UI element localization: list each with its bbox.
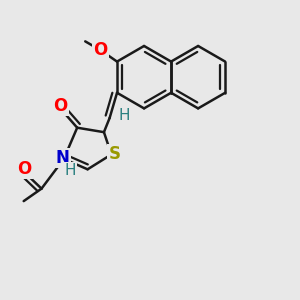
Text: H: H (118, 108, 130, 123)
Text: S: S (108, 146, 120, 164)
Text: N: N (56, 149, 69, 167)
Text: O: O (94, 41, 108, 59)
Text: O: O (17, 160, 32, 178)
Text: H: H (64, 163, 76, 178)
Text: O: O (53, 97, 68, 115)
